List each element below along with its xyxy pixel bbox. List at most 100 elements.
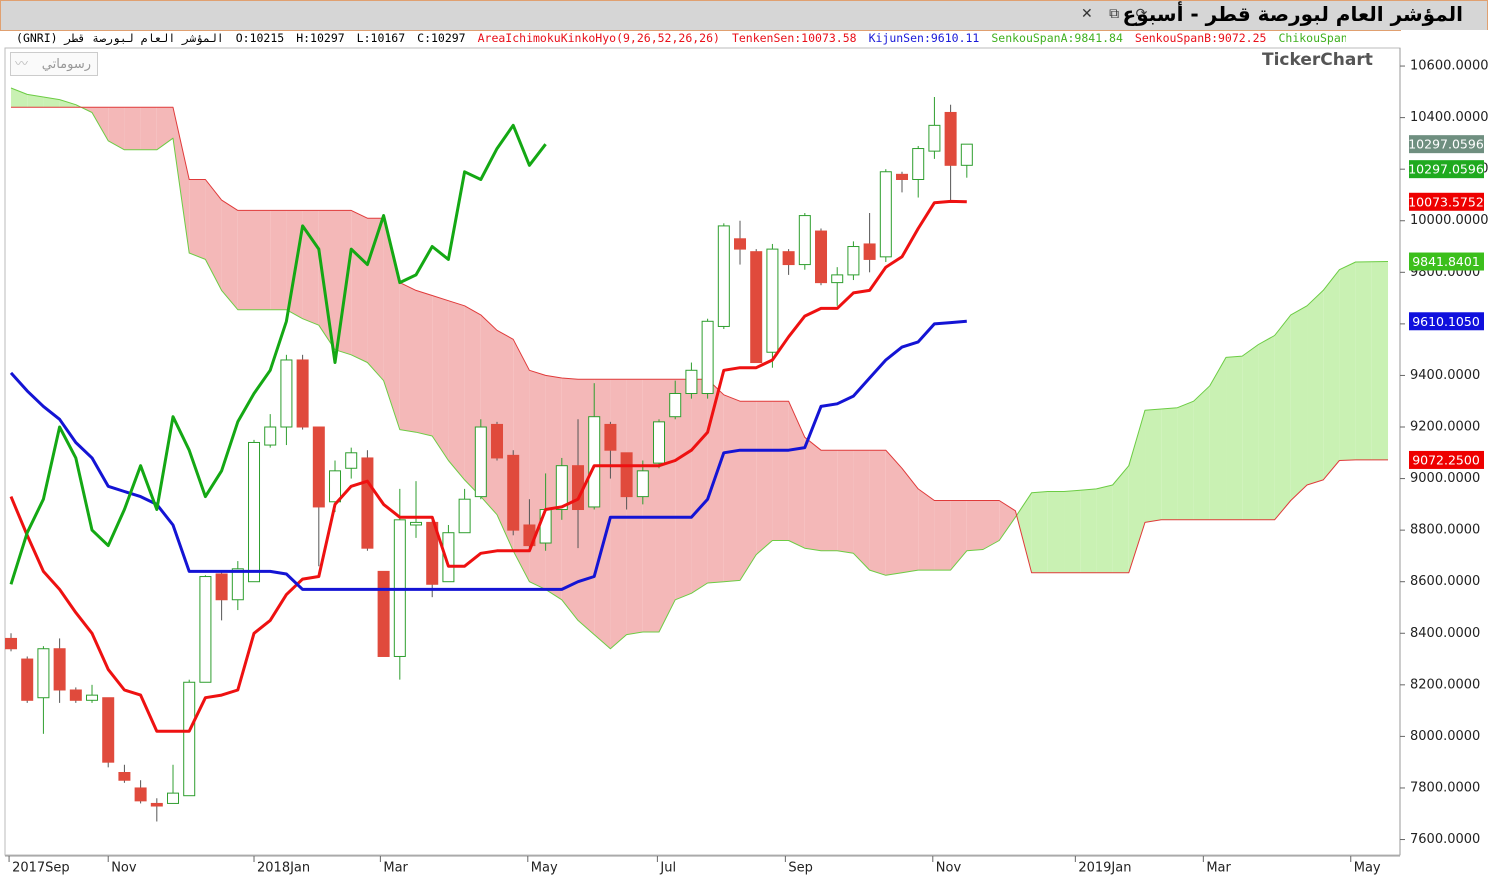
cloud-fill [27,94,44,108]
senkou-span-b [11,106,1388,574]
title-bar: ✕ ⧉ ⟳ المؤشر العام لبورصة قطر - أسبوع [0,0,1488,31]
cloud-fill [351,210,368,363]
cloud-fill [853,450,870,571]
candle-body [53,648,66,691]
cloud-fill [740,401,757,581]
y-tick-label: 8600.0000 [1410,574,1480,589]
y-tick-label: 8400.0000 [1410,626,1480,641]
candle-body [944,111,957,166]
candle-body [5,637,18,650]
price-tag [1409,192,1484,211]
cloud-fill [124,107,141,150]
x-tick-label: Mar [1206,861,1231,876]
candle-body [896,173,909,180]
cloud-fill [983,500,1000,550]
price-tag [1409,252,1484,271]
x-tick-label: May [531,861,558,876]
candle-body [102,697,115,763]
cloud-fill [302,210,319,326]
cloud-fill [254,210,271,310]
x-tick-label: 2017Sep [12,861,70,876]
price-tag [1409,312,1484,331]
candle-body [167,792,180,804]
cloud-fill [999,500,1016,541]
info-line: المؤشر العام لبورصة قطر (GNRI) O:10215 H:1… [16,31,1346,47]
cloud-fill [756,401,773,555]
candle-body [69,689,82,701]
candle-body [653,421,666,464]
indicator-line [9,123,547,585]
candle-body [118,771,131,781]
cloud-fill [367,218,384,381]
x-tick-label: 2019Jan [1078,861,1131,876]
cloud-fill [529,370,546,590]
cloud-fill [221,200,238,310]
candle-body [831,274,844,284]
cloud-fill [43,96,60,108]
cloud-fill [1112,465,1129,573]
cloud-fill [237,210,255,310]
cloud-fill [950,500,967,571]
candle-body [604,423,617,451]
candle-body [847,246,860,276]
price-tag-label: 9072.2500 [1412,452,1480,467]
axis-background [0,856,1400,881]
cloud-fill [1209,357,1227,520]
candle-body [717,225,730,327]
logo: TickerChart [1262,50,1373,70]
candle-body [555,465,568,511]
cloud-fill [691,379,708,594]
candle-body [636,470,649,498]
info-item: TenkenSen:10073.58 [731,31,857,45]
cloud-fill [1307,290,1324,486]
price-tag-label: 9841.8401 [1412,254,1480,269]
candle-body [474,426,487,498]
y-tick-label: 10400.0000 [1410,110,1488,125]
candle-body [442,532,455,583]
info-item: ChikouSpan:10297.0 [1278,31,1346,45]
indicator-line [9,199,967,733]
cloud-fill [416,290,433,437]
cloud-fill [1323,269,1340,480]
info-item: SenkouSpanA:9841.84 [991,31,1123,45]
cloud-fill [1161,407,1178,520]
cloud-fill [934,500,951,571]
info-item: KijunSen:9610.11 [868,31,980,45]
candle-body [215,573,228,601]
candle-body [296,359,309,428]
cloud-fill [1274,314,1291,520]
cloud-fill [659,379,676,632]
cloud-fill [156,107,174,150]
cloud-fill [1064,490,1081,573]
candle-body [798,215,811,266]
info-item: H:10297 [296,31,345,45]
y-tick-label: 10600.0000 [1410,59,1488,74]
cloud-fill [1371,261,1389,460]
drawings-button[interactable]: 〰 رسوماتي [10,52,98,76]
price-tag [1409,160,1484,179]
candle-body [734,238,747,250]
cloud-fill [626,379,643,635]
window-icons[interactable]: ✕ ⧉ ⟳ [1081,6,1154,22]
candle-body [199,576,212,683]
cloud-fill [804,437,822,551]
candle-body [377,570,390,657]
candle-body [280,359,293,428]
cloud-fill [1355,261,1372,460]
candle-body [458,498,471,534]
candle-body [815,230,828,284]
candle-body [329,470,342,503]
price-tag-label: 9610.1050 [1412,314,1480,329]
y-tick-label: 8200.0000 [1410,677,1480,692]
candle-body [620,452,633,498]
candle-body [782,251,795,266]
cloud-fill [318,210,336,350]
button-label: رسوماتي [41,57,91,72]
x-tick-label: Jul [659,861,676,876]
cloud-fill [189,179,206,260]
cloud-fill [205,179,222,291]
cloud-fill [1339,261,1356,461]
y-tick-label: 8800.0000 [1410,523,1480,538]
cloud-fill [173,107,190,253]
